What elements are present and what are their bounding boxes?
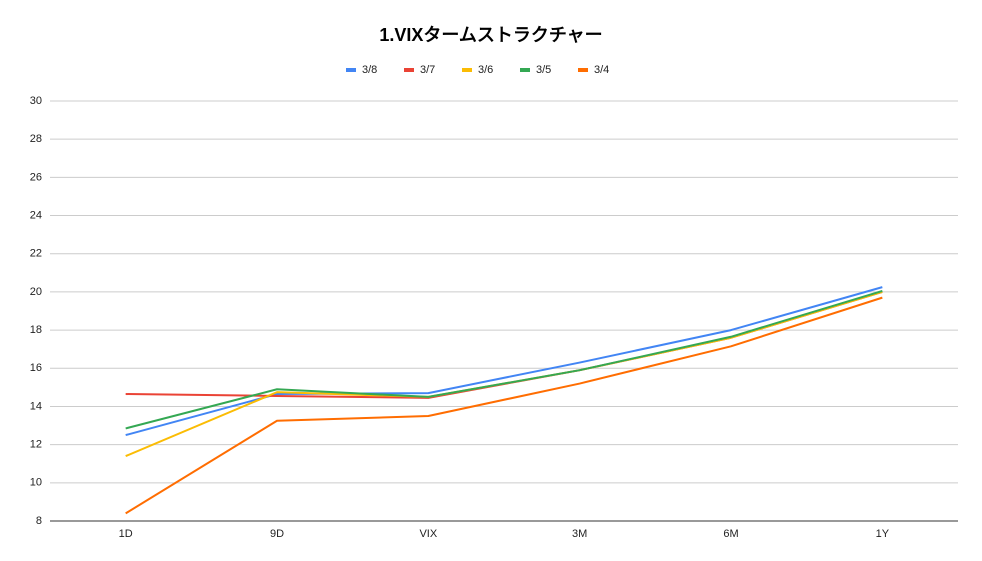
- series-line: [125, 289, 883, 430]
- y-tick-label: 22: [30, 248, 42, 260]
- y-tick-label: 24: [30, 209, 42, 221]
- legend-label: 3/7: [420, 64, 435, 76]
- y-tick-label: 30: [30, 95, 42, 107]
- y-tick-label: 28: [30, 133, 42, 145]
- y-tick-label: 10: [30, 477, 42, 489]
- legend-label: 3/5: [536, 64, 551, 76]
- series-line: [125, 286, 883, 437]
- chart-title: 1.VIXタームストラクチャー: [379, 25, 602, 45]
- legend-label: 3/4: [594, 64, 609, 76]
- y-tick-label: 16: [30, 362, 42, 374]
- y-tick-label: 26: [30, 171, 42, 183]
- x-tick-label: 3M: [572, 528, 587, 540]
- series-line: [125, 296, 883, 515]
- x-tick-label: 9D: [270, 528, 284, 540]
- x-tick-label: 6M: [723, 528, 738, 540]
- y-tick-label: 18: [30, 324, 42, 336]
- y-tick-label: 20: [30, 286, 42, 298]
- legend-label: 3/6: [478, 64, 493, 76]
- legend-label: 3/8: [362, 64, 377, 76]
- y-tick-label: 12: [30, 439, 42, 451]
- x-tick-label: 1Y: [876, 528, 890, 540]
- x-tick-label: 1D: [119, 528, 133, 540]
- y-tick-label: 14: [30, 400, 42, 412]
- y-tick-label: 8: [36, 515, 42, 527]
- x-tick-label: VIX: [419, 528, 437, 540]
